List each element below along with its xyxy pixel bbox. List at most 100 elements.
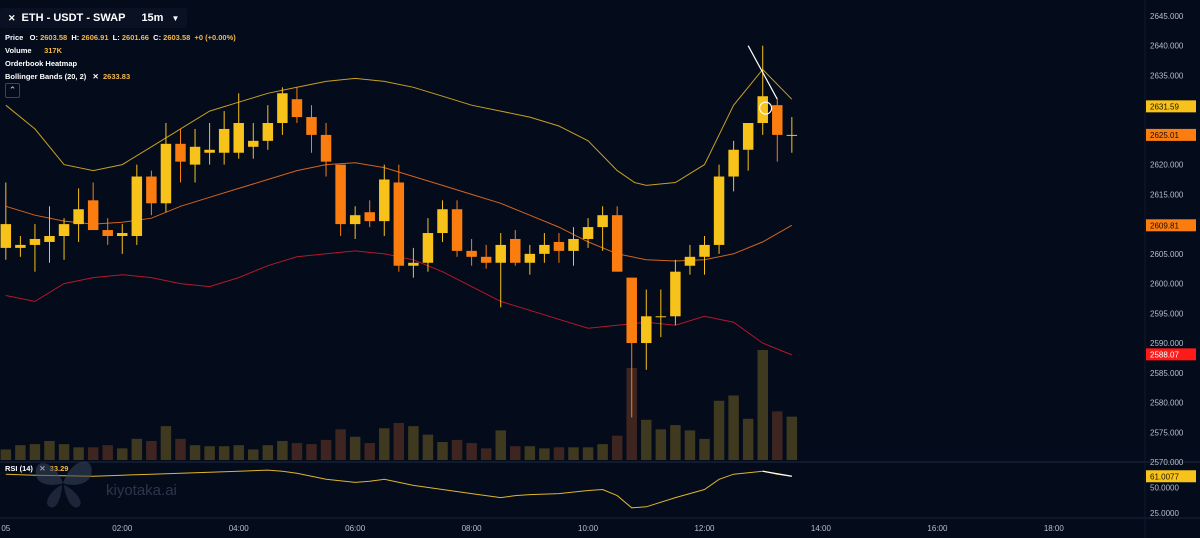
- candle-body: [0, 224, 12, 248]
- candle-body: [641, 316, 652, 344]
- drawing-handle[interactable]: [759, 101, 773, 115]
- candle-body: [611, 215, 623, 272]
- volume-bar: [0, 449, 12, 460]
- volume-bar: [117, 448, 128, 460]
- candle-body: [699, 244, 710, 257]
- volume-bar: [160, 426, 172, 460]
- time-tick-label: 14:00: [811, 524, 832, 533]
- volume-bar: [713, 400, 725, 460]
- candle-body: [58, 224, 70, 236]
- candle-body: [568, 238, 579, 251]
- candle-body: [262, 123, 274, 141]
- symbol-selector[interactable]: ✕ ETH - USDT - SWAP 15m ▼: [0, 8, 188, 28]
- volume-bar: [480, 448, 492, 460]
- candle-body: [218, 128, 230, 153]
- price-tick-label: 2575.000: [1150, 428, 1184, 437]
- candle-body: [277, 93, 288, 123]
- volume-bar: [349, 436, 361, 460]
- rsi-price-tag: [1146, 470, 1196, 483]
- timeframe-label[interactable]: 15m: [141, 12, 164, 24]
- time-tick-label: 04:00: [229, 524, 250, 533]
- volume-bar: [437, 442, 448, 460]
- price-tick-label: 2580.000: [1150, 399, 1184, 408]
- candle-body: [713, 176, 725, 245]
- candle-body: [306, 117, 317, 135]
- price-tag: [1146, 100, 1196, 113]
- volume-bar: [611, 435, 623, 460]
- price-tick-label: 2590.000: [1150, 339, 1184, 348]
- volume-bar: [597, 444, 608, 460]
- candle-body: [626, 277, 637, 344]
- volume-bar: [742, 418, 754, 460]
- volume-bar: [306, 444, 317, 460]
- volume-bar: [291, 443, 303, 460]
- time-tick-label: 06:00: [345, 524, 366, 533]
- volume-bar: [379, 428, 390, 460]
- price-tick-label: 2605.000: [1150, 250, 1184, 259]
- candle-body: [422, 233, 434, 263]
- volume-bar: [146, 440, 157, 460]
- candle-body: [204, 149, 215, 153]
- price-tick-label: 2615.000: [1150, 190, 1184, 199]
- rsi-trend-line[interactable]: [762, 470, 792, 477]
- volume-bar: [786, 416, 798, 460]
- bollinger-upper-line: [5, 68, 793, 186]
- price-axis[interactable]: 2570.000 2575.000 2580.000 2585.000 2590.000…: [1146, 12, 1196, 518]
- volume-bar: [73, 447, 84, 460]
- time-axis[interactable]: 05 02:00 04:00 06:00 08:00 10:00 12:00 14:00 16:…: [1, 524, 1064, 533]
- candle-body: [684, 256, 696, 266]
- candle-body: [117, 233, 128, 236]
- chevron-down-icon[interactable]: ▼: [171, 13, 180, 23]
- candle-body: [175, 143, 186, 162]
- candle-body: [87, 200, 99, 231]
- drawing-tools[interactable]: [747, 45, 778, 115]
- chevron-up-icon: ⌃: [8, 85, 17, 95]
- time-tick-label: 02:00: [112, 524, 133, 533]
- volume-bar: [248, 449, 259, 460]
- candle-body: [772, 105, 783, 135]
- candle-body: [553, 241, 565, 251]
- candle-body: [670, 271, 681, 317]
- candle-body: [248, 140, 259, 147]
- volume-bar: [44, 440, 55, 460]
- trend-line[interactable]: [747, 45, 778, 100]
- volume-bar: [277, 440, 288, 460]
- candle-body: [451, 209, 463, 251]
- volume-bar: [451, 439, 463, 460]
- price-tag-label: 2625.01: [1150, 131, 1179, 140]
- volume-bar: [655, 429, 667, 460]
- price-tick-label: 2645.000: [1150, 12, 1184, 21]
- volume-bar: [670, 425, 681, 460]
- volume-bar: [466, 443, 477, 460]
- volume-bar: [58, 444, 70, 460]
- candle-body: [728, 149, 739, 177]
- volume-bar: [495, 430, 506, 460]
- candle-body: [742, 123, 754, 150]
- time-tick-label: 10:00: [578, 524, 599, 533]
- candle-body: [524, 253, 536, 263]
- volume-bar: [204, 446, 215, 460]
- volume-bar: [393, 422, 405, 460]
- rsi-pane: [5, 469, 792, 509]
- candle-body: [364, 212, 375, 222]
- candle-body: [757, 96, 768, 123]
- candle-body: [582, 227, 594, 239]
- candle-body: [495, 244, 506, 263]
- volume-bar: [568, 447, 579, 460]
- volume-bar: [641, 419, 652, 460]
- volume-bar: [175, 438, 186, 460]
- candle-body: [29, 238, 41, 245]
- candlesticks: [0, 45, 798, 418]
- candle-body: [15, 244, 26, 248]
- volume-bar: [262, 445, 274, 460]
- collapse-button[interactable]: ⌃: [5, 83, 20, 98]
- time-tick-label: 16:00: [927, 524, 948, 533]
- candle-body: [189, 146, 201, 165]
- price-tag: [1146, 128, 1196, 141]
- volume-bar: [684, 430, 696, 460]
- rsi-tick-label: 25.0000: [1150, 509, 1179, 518]
- candle-body: [291, 99, 303, 118]
- rsi-line: [5, 469, 792, 509]
